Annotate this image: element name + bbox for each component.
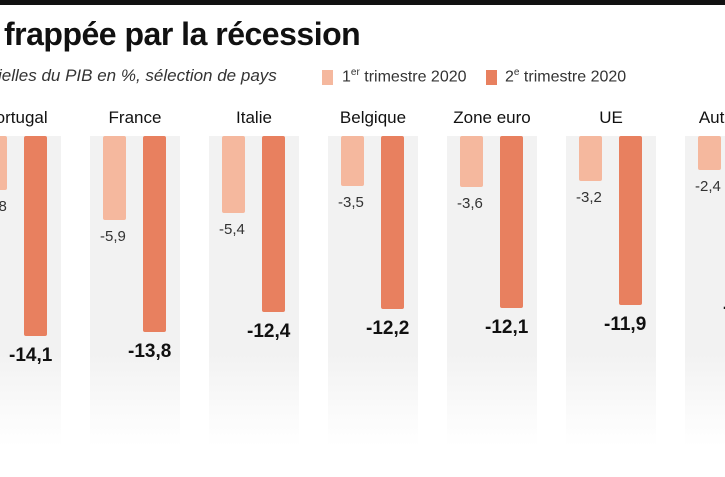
bar-q1 — [103, 136, 126, 220]
legend-swatch-q1 — [322, 70, 333, 85]
data-label-q1: -5,4 — [219, 220, 245, 238]
country-label: France — [108, 108, 162, 127]
country-label: Portugal — [0, 108, 48, 127]
data-label-q2: -13,8 — [128, 340, 172, 362]
data-label-q2: -12,4 — [247, 321, 291, 343]
data-label-q2: -12,1 — [485, 316, 529, 338]
panel-background — [685, 136, 725, 446]
country-label: Zone euro — [453, 108, 531, 127]
country-label: Belgique — [339, 108, 407, 127]
bar-q1 — [0, 136, 7, 190]
panel-background — [566, 136, 656, 446]
data-label-q1: -3,2 — [576, 189, 602, 207]
legend-label-q1: 1er trimestre 2020 — [342, 67, 467, 86]
bar-q2 — [24, 136, 47, 337]
data-label-q2: -10,7 — [723, 297, 725, 319]
data-label-q2: -11,9 — [604, 313, 647, 335]
legend-swatch-q2 — [486, 70, 497, 85]
data-label-q1: -3,6 — [457, 195, 483, 213]
data-label-q1: -3,5 — [338, 193, 364, 211]
bar-q1 — [579, 136, 602, 182]
data-label-q2: -14,1 — [9, 345, 53, 367]
chart-title: frappée par la récession — [4, 16, 361, 52]
bar-q2 — [619, 136, 642, 305]
bar-q1 — [222, 136, 245, 213]
country-label: Autriche — [698, 108, 725, 127]
bar-q2 — [500, 136, 523, 308]
country-label: Italie — [236, 108, 272, 127]
bar-q2 — [262, 136, 285, 313]
bar-q2 — [143, 136, 166, 332]
chart-subtitle: ielles du PIB en %, sélection de pays — [0, 66, 277, 85]
bar-q2 — [381, 136, 404, 310]
bar-q1 — [341, 136, 364, 186]
bar-q1 — [460, 136, 483, 188]
top-rule — [0, 0, 725, 5]
bar-q1 — [698, 136, 721, 171]
data-label-q2: -12,2 — [366, 318, 410, 340]
data-label-q1: -3,8 — [0, 197, 7, 215]
data-label-q1: -5,9 — [100, 227, 126, 245]
country-label: UE — [599, 108, 623, 127]
legend-label-q2: 2e trimestre 2020 — [505, 67, 627, 86]
data-label-q1: -2,4 — [695, 178, 721, 196]
